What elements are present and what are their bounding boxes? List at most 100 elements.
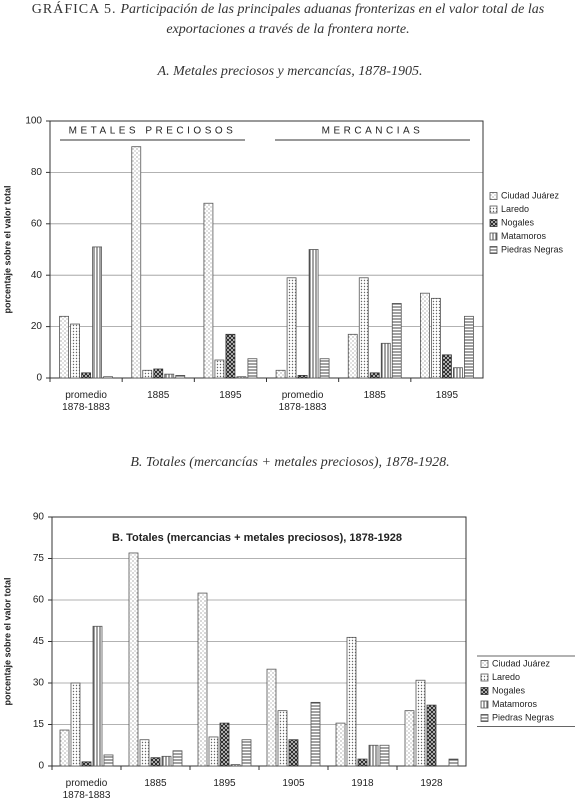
x-tick-label: promedio 1878-1883 [62,778,111,801]
legend-label: Laredo [492,672,520,682]
legend-label: Matamoros [501,231,547,241]
y-tick-label: 80 [31,167,43,178]
y-tick-label: 75 [33,553,45,564]
y-tick-label: 20 [31,321,43,332]
bar [208,736,219,767]
y-tick-label: 0 [36,373,42,384]
chart-heading: A. Metales preciosos y mercancías, 1878-… [157,64,423,79]
figure-number: GRÁFICA 5. [31,2,117,17]
bar [139,739,150,767]
bar [286,277,297,379]
bar [59,315,69,379]
bar [310,701,321,767]
bar [319,358,330,379]
bar [153,368,164,379]
bar [288,739,299,767]
x-tick-label: 1928 [420,778,443,789]
bar [92,246,102,379]
bar [161,755,172,767]
bar [297,375,308,379]
legend-label: Ciudad Juárez [501,190,560,200]
bar [347,333,358,379]
bar [241,739,252,767]
figure-title: GRÁFICA 5. Participación de las principal… [28,0,548,40]
x-tick-label: promedio 1878-1883 [278,390,327,413]
bar [142,369,153,379]
legend-swatch [480,660,489,668]
x-tick-label: 1885 [144,778,167,789]
x-tick-label: 1895 [213,778,236,789]
chart-heading: B. Totales (mercancías + metales precios… [130,455,449,470]
bar [225,333,236,379]
chart-title: B. Totales (mercancias + metales precios… [112,532,402,544]
legend-label: Piedras Negras [501,244,564,254]
x-tick-label: 1895 [435,390,459,401]
x-tick-label: 1895 [219,390,242,401]
legend-label: Piedras Negras [492,712,555,722]
legend-swatch [489,219,498,227]
bar [219,722,230,767]
bar [164,373,175,379]
bar [368,744,379,767]
y-tick-label: 40 [31,270,43,281]
y-tick-label: 90 [33,512,45,523]
title-box [92,527,422,549]
header-box: GRÁFICA 5. Participación de las principal… [28,0,548,40]
legend-label: Ciudad Juárez [492,658,551,668]
bar [464,315,474,379]
bar [197,592,208,767]
legend-label: Nogales [492,685,526,695]
bar [81,761,92,767]
bar [453,367,463,379]
plot-frame [49,120,484,379]
bar [103,754,114,767]
bar [420,292,430,379]
bar [128,552,139,767]
bar [70,323,80,379]
bar [203,202,214,379]
bar [230,764,241,767]
y-tick-label: 100 [25,116,42,127]
legend-label: Matamoros [492,699,538,709]
x-tick-label: 1885 [147,390,170,401]
bar [70,682,81,767]
bar [81,372,91,379]
bar [369,372,380,379]
bar [308,249,319,379]
bar [150,757,161,767]
bar [247,358,258,379]
bar [172,750,183,767]
bar [103,376,113,379]
bar [277,710,288,767]
x-tick-label: 1885 [363,390,386,401]
legend-swatch [489,246,498,254]
y-axis-label: porcentaje sobre el valor total [2,577,12,705]
bar [59,729,70,767]
x-tick-label: 1918 [351,778,374,789]
legend-label: Laredo [501,204,529,214]
legend-swatch [489,205,498,214]
y-tick-label: 0 [38,761,44,772]
bar [214,359,225,379]
bar [358,277,369,379]
legend-label: Nogales [501,217,535,227]
legend-swatch [480,673,489,682]
bar [426,704,437,767]
bar [404,710,415,767]
bar [448,758,459,767]
y-tick-label: 45 [33,636,45,647]
bar [431,297,441,379]
bar [236,376,247,379]
x-tick-label: 1905 [282,778,305,789]
bar [442,354,452,379]
legend-swatch [480,687,489,695]
figure-title-text: Participación de las principales aduanas… [120,2,545,37]
y-tick-label: 30 [33,678,45,689]
y-tick-label: 15 [33,719,45,730]
bar [131,146,142,379]
bar [346,636,357,767]
bar [266,668,277,767]
annotation: METALES PRECIOSOS [69,126,237,137]
y-tick-label: 60 [31,218,43,229]
